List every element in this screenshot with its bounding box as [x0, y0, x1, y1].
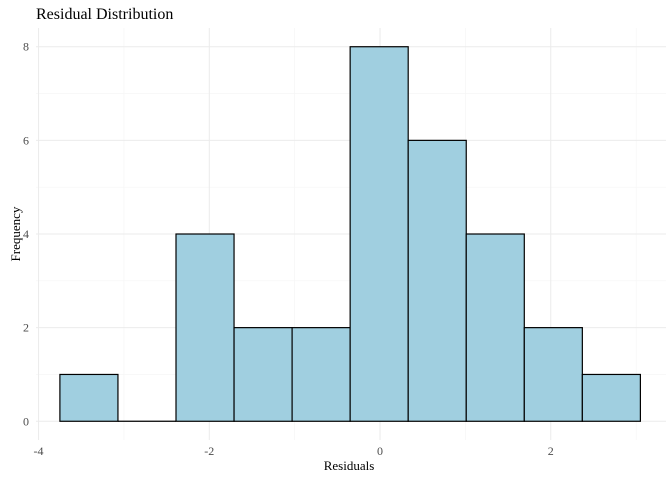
x-tick-label: -2	[204, 444, 214, 458]
x-axis-ticks: -4 -2 0 2	[34, 444, 554, 458]
histogram-bar	[291, 327, 351, 422]
histogram-bar	[349, 46, 409, 422]
x-tick-label: 0	[377, 444, 383, 458]
y-tick-label: 0	[23, 414, 29, 428]
y-axis-ticks: 0 2 4 6 8	[23, 40, 29, 429]
y-tick-label: 4	[23, 227, 29, 241]
x-tick-label: -4	[34, 444, 44, 458]
histogram-bar	[59, 373, 119, 422]
histogram-bars	[59, 46, 641, 422]
x-axis-title: Residuals	[324, 458, 375, 473]
x-tick-label: 2	[548, 444, 554, 458]
histogram-bar	[465, 233, 525, 422]
y-axis-title: Frequency	[8, 206, 23, 261]
y-tick-label: 6	[23, 133, 29, 147]
y-tick-label: 8	[23, 40, 29, 54]
histogram-bar	[175, 233, 235, 422]
histogram-bar	[407, 139, 467, 422]
y-tick-label: 2	[23, 321, 29, 335]
chart-title: Residual Distribution	[36, 6, 173, 23]
histogram-bar	[523, 327, 583, 422]
histogram-bar	[233, 327, 293, 422]
histogram-bar	[581, 373, 641, 422]
